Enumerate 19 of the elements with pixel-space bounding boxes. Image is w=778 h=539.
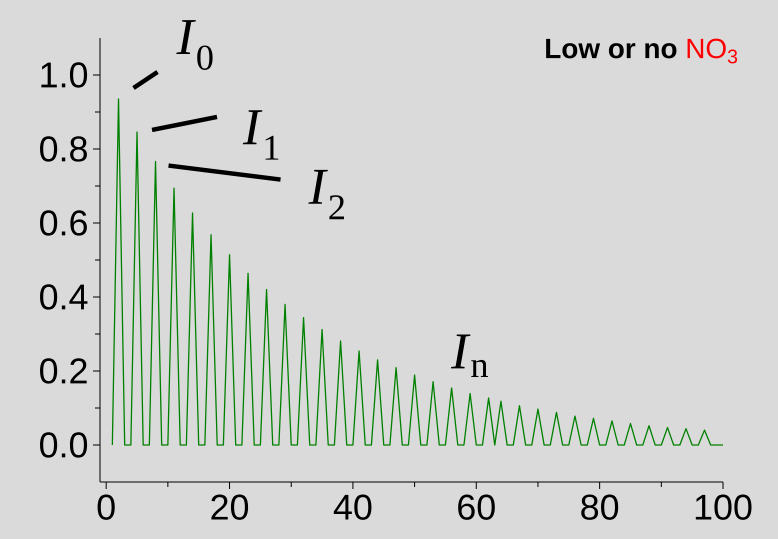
annotation: I$_{0}$ (176, 20, 213, 70)
x-tick-label: 0 (98, 494, 115, 520)
annotation: I$_{2}$ (308, 170, 344, 220)
x-tick-label: 60 (458, 494, 495, 520)
y-tick-label: 1.0 (41, 62, 88, 88)
x-tick-label: 40 (334, 494, 372, 520)
y-tick-label: 0.2 (40, 358, 87, 384)
y-tick-label: 0.8 (40, 136, 87, 162)
y-tick-label: 0.0 (40, 432, 88, 458)
y-tick-label: 0.6 (40, 210, 87, 236)
annotation: NO$_{3}$ (688, 38, 738, 64)
chart-title: Low or no (546, 38, 676, 58)
x-tick-label: 20 (211, 494, 248, 520)
x-tick-label: 80 (581, 494, 618, 520)
y-tick-label: 0.4 (40, 284, 88, 310)
line-series (112, 98, 724, 446)
annotation: I$_{1}$ (242, 110, 278, 160)
x-tick-label: 100 (696, 494, 752, 520)
annotation: I$_{n}$ (450, 334, 488, 377)
